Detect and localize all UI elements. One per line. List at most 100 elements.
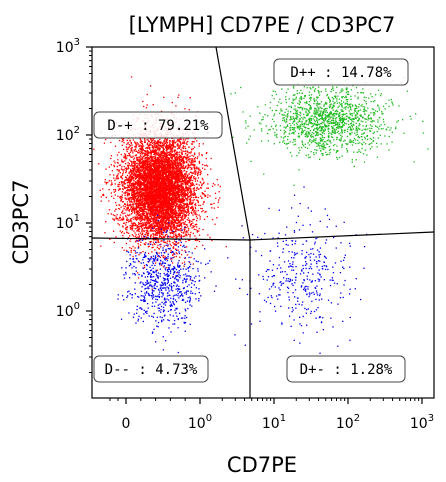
data-point bbox=[182, 207, 184, 209]
data-point bbox=[141, 179, 144, 181]
data-point bbox=[179, 177, 181, 179]
data-point bbox=[123, 156, 125, 159]
data-point bbox=[117, 175, 119, 177]
data-point bbox=[182, 193, 184, 195]
data-point bbox=[143, 169, 145, 171]
data-point bbox=[117, 223, 119, 225]
data-point bbox=[120, 176, 122, 178]
data-point bbox=[124, 167, 126, 169]
data-point bbox=[137, 200, 139, 202]
data-point bbox=[143, 177, 146, 179]
data-point bbox=[181, 189, 184, 191]
data-point bbox=[123, 192, 125, 194]
data-point bbox=[172, 191, 174, 194]
data-point bbox=[151, 229, 153, 231]
data-point bbox=[122, 225, 124, 227]
data-point bbox=[180, 154, 182, 157]
data-point bbox=[140, 178, 143, 180]
data-point bbox=[156, 168, 158, 170]
data-point bbox=[181, 217, 183, 219]
data-point bbox=[196, 245, 198, 248]
data-point bbox=[177, 235, 179, 237]
data-point bbox=[133, 150, 135, 152]
data-point bbox=[167, 199, 169, 201]
data-point bbox=[129, 186, 131, 189]
data-point bbox=[145, 202, 147, 204]
data-point bbox=[145, 147, 147, 149]
data-point bbox=[192, 219, 194, 221]
data-point bbox=[174, 179, 176, 181]
data-point bbox=[142, 232, 144, 235]
data-point bbox=[141, 217, 143, 219]
data-point bbox=[185, 233, 187, 235]
data-point bbox=[149, 160, 151, 162]
data-point bbox=[165, 179, 168, 181]
data-point bbox=[150, 191, 152, 193]
data-point bbox=[150, 228, 152, 230]
data-point bbox=[134, 241, 137, 243]
data-point bbox=[160, 153, 162, 155]
data-point bbox=[167, 170, 169, 172]
data-point bbox=[150, 152, 152, 155]
data-point bbox=[143, 219, 146, 221]
data-point bbox=[124, 197, 126, 199]
data-point bbox=[132, 178, 134, 180]
data-point bbox=[150, 154, 152, 156]
data-point bbox=[188, 201, 191, 204]
data-point bbox=[149, 164, 151, 166]
data-point bbox=[197, 201, 199, 203]
data-point bbox=[182, 146, 185, 148]
data-point bbox=[181, 163, 183, 165]
data-point bbox=[136, 203, 138, 205]
data-point bbox=[177, 222, 179, 224]
data-point bbox=[172, 213, 174, 215]
data-point bbox=[178, 216, 180, 218]
data-point bbox=[173, 140, 175, 142]
data-point bbox=[126, 201, 129, 203]
data-point bbox=[125, 228, 127, 230]
data-point bbox=[174, 182, 177, 184]
data-point bbox=[170, 184, 172, 186]
data-point bbox=[184, 250, 186, 252]
data-point bbox=[176, 176, 178, 178]
data-point bbox=[171, 231, 173, 233]
data-point bbox=[131, 234, 133, 236]
data-point bbox=[119, 197, 121, 199]
data-point bbox=[142, 208, 144, 210]
data-point bbox=[170, 184, 173, 187]
data-point bbox=[124, 187, 126, 189]
data-point bbox=[186, 212, 188, 214]
data-point bbox=[181, 179, 183, 181]
data-point bbox=[211, 185, 214, 187]
data-point bbox=[113, 160, 115, 162]
data-point bbox=[183, 228, 185, 230]
data-point bbox=[114, 179, 116, 181]
data-point bbox=[199, 216, 201, 218]
data-point bbox=[129, 235, 131, 237]
data-point bbox=[122, 139, 124, 141]
data-point bbox=[156, 234, 158, 236]
data-point bbox=[119, 217, 121, 219]
data-point bbox=[117, 162, 119, 164]
data-point bbox=[178, 94, 180, 96]
data-point bbox=[105, 182, 108, 184]
data-point bbox=[187, 196, 189, 198]
data-point bbox=[144, 173, 147, 175]
data-point bbox=[180, 156, 182, 158]
data-point bbox=[118, 151, 120, 153]
data-point bbox=[182, 158, 184, 160]
data-point bbox=[136, 195, 138, 197]
data-point bbox=[187, 228, 190, 230]
data-point bbox=[166, 184, 168, 187]
data-point bbox=[191, 182, 193, 184]
data-point bbox=[153, 169, 155, 171]
data-point bbox=[159, 220, 161, 223]
data-point bbox=[142, 187, 144, 189]
data-point bbox=[179, 228, 182, 230]
data-point bbox=[153, 230, 156, 232]
data-point bbox=[159, 168, 161, 170]
data-point bbox=[194, 156, 197, 159]
data-point bbox=[151, 151, 153, 153]
data-point bbox=[166, 191, 168, 193]
data-point bbox=[102, 193, 105, 195]
